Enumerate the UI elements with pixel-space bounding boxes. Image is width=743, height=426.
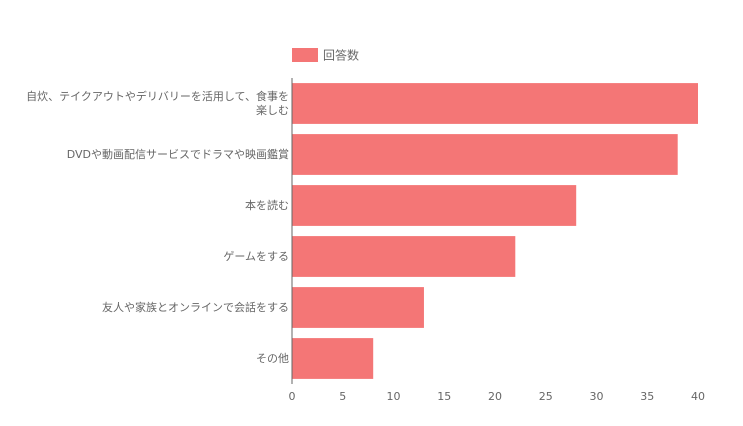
x-tick-label: 35	[640, 390, 654, 403]
y-tick-label: ゲームをする	[223, 249, 289, 263]
legend-swatch	[292, 48, 318, 62]
y-tick-label: DVDや動画配信サービスでドラマや映画鑑賞	[66, 147, 289, 161]
x-tick-label: 30	[590, 390, 604, 403]
y-tick-label: 友人や家族とオンラインで会話をする	[102, 300, 289, 314]
bar	[292, 83, 698, 124]
y-tick-label: 本を読む	[245, 198, 289, 212]
bar	[292, 338, 374, 379]
x-tick-label: 5	[339, 390, 346, 403]
x-tick-label: 20	[488, 390, 502, 403]
legend-label: 回答数	[323, 48, 359, 63]
x-tick-label: 15	[437, 390, 451, 403]
bar	[292, 185, 577, 226]
y-tick-label: その他	[256, 351, 289, 365]
x-tick-label: 40	[691, 390, 705, 403]
x-tick-label: 0	[289, 390, 296, 403]
bar	[292, 287, 424, 328]
y-tick-label: 自炊、テイクアウトやデリバリーを活用して、食事を楽しむ	[26, 89, 289, 117]
bar	[292, 236, 516, 277]
x-tick-label: 10	[387, 390, 401, 403]
bar	[292, 134, 678, 175]
x-tick-label: 25	[539, 390, 553, 403]
